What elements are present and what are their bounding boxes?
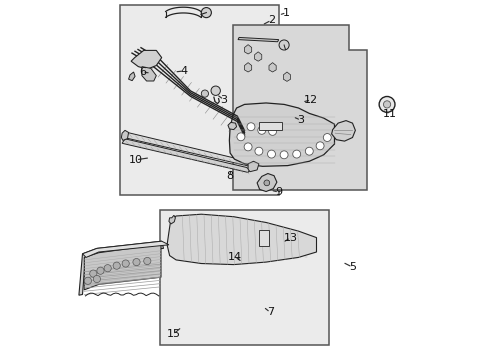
Circle shape [143, 257, 151, 265]
Circle shape [264, 180, 269, 186]
Polygon shape [131, 50, 162, 69]
Circle shape [280, 151, 287, 159]
Text: 4: 4 [180, 66, 187, 76]
Text: 2: 2 [267, 15, 274, 25]
Text: 3: 3 [297, 115, 304, 125]
Text: 13: 13 [283, 233, 297, 243]
Polygon shape [268, 63, 276, 72]
Polygon shape [167, 214, 316, 265]
Polygon shape [84, 244, 161, 290]
Circle shape [323, 134, 330, 141]
Circle shape [201, 90, 208, 97]
Circle shape [268, 127, 276, 135]
Circle shape [267, 150, 275, 158]
Polygon shape [257, 174, 276, 192]
Polygon shape [254, 52, 261, 61]
Polygon shape [229, 103, 334, 166]
Text: 15: 15 [166, 329, 180, 339]
Circle shape [122, 260, 129, 267]
Text: 9: 9 [275, 187, 282, 197]
Circle shape [113, 262, 120, 269]
Circle shape [305, 147, 313, 155]
Polygon shape [238, 37, 278, 42]
Polygon shape [247, 161, 258, 172]
Circle shape [246, 123, 254, 131]
Circle shape [201, 8, 211, 18]
Polygon shape [122, 139, 249, 172]
Text: 6: 6 [139, 67, 145, 77]
Circle shape [316, 142, 324, 150]
Text: 1: 1 [283, 8, 289, 18]
Bar [120, 5, 279, 195]
Circle shape [84, 277, 91, 284]
Polygon shape [168, 215, 175, 224]
Circle shape [279, 40, 288, 50]
Polygon shape [244, 63, 251, 72]
Bar [258, 122, 282, 130]
Circle shape [378, 96, 394, 112]
Circle shape [292, 150, 300, 158]
Polygon shape [121, 130, 128, 140]
Circle shape [383, 101, 390, 108]
Polygon shape [82, 241, 168, 257]
Text: 11: 11 [383, 109, 396, 120]
Circle shape [211, 86, 220, 95]
Circle shape [93, 275, 101, 283]
Polygon shape [232, 25, 366, 190]
Text: 5: 5 [348, 262, 355, 272]
Polygon shape [331, 121, 355, 141]
Polygon shape [227, 122, 236, 130]
Text: 3: 3 [220, 95, 227, 105]
Circle shape [97, 267, 104, 274]
Bar [258, 230, 268, 246]
Text: 10: 10 [128, 155, 142, 165]
Circle shape [89, 270, 97, 277]
Polygon shape [123, 132, 251, 166]
Polygon shape [142, 67, 156, 81]
Circle shape [104, 265, 111, 272]
Text: 12: 12 [304, 95, 318, 105]
Polygon shape [128, 72, 135, 81]
Polygon shape [79, 241, 163, 295]
Text: 8: 8 [225, 171, 232, 181]
Circle shape [244, 143, 251, 151]
Circle shape [133, 258, 140, 266]
Text: 7: 7 [266, 307, 273, 318]
Polygon shape [283, 72, 290, 81]
Circle shape [254, 147, 263, 155]
Circle shape [237, 133, 244, 141]
Circle shape [257, 126, 265, 134]
Bar [160, 210, 329, 345]
Polygon shape [244, 45, 251, 54]
Text: 14: 14 [227, 252, 242, 262]
